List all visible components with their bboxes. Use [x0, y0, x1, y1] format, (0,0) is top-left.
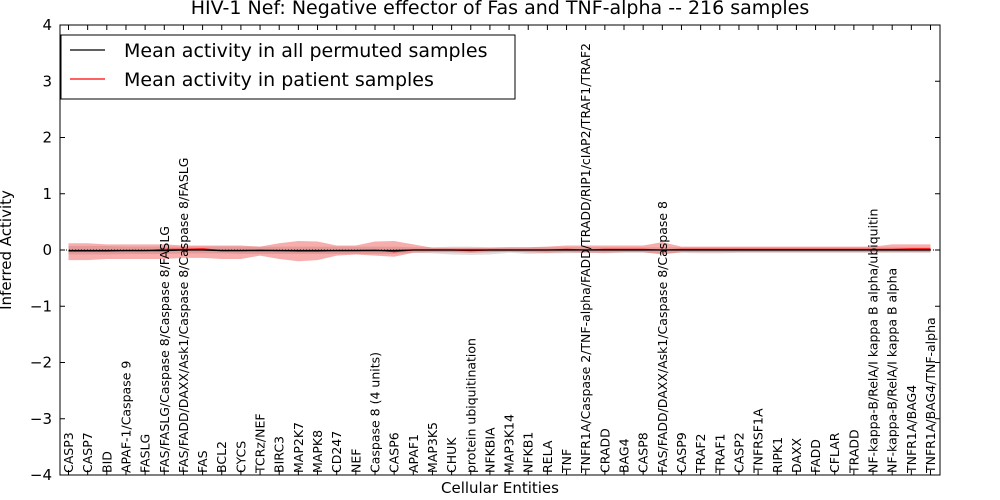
x-tick-label: TRAF2: [693, 433, 708, 474]
band-patient: [68, 241, 931, 262]
x-tick-label: NFKB1: [521, 432, 536, 473]
x-tick-label: FAS/FASLG/Caspase 8/Caspase 8/FASLG: [157, 226, 172, 473]
x-tick-label: NF-kappa-B/RelA/I kappa B alpha: [885, 268, 900, 473]
y-tick-label: −4: [30, 466, 52, 484]
x-tick-label: CASP8: [636, 432, 651, 473]
line-permuted: [68, 249, 931, 252]
x-tick-label: TNFR1A/BAG4/TNF-alpha: [923, 317, 938, 474]
x-tick-label: BAG4: [617, 438, 632, 473]
x-tick-label: CD247: [329, 431, 344, 473]
x-tick-label: TRADD: [846, 429, 861, 474]
x-tick-label: BCL2: [214, 441, 229, 473]
x-tick-label: CASP6: [387, 432, 402, 473]
x-tick-label: CASP9: [674, 432, 689, 473]
y-tick-label: −1: [30, 297, 52, 315]
x-tick-label: APAF1: [406, 434, 421, 473]
x-tick-label: MAP3K14: [502, 414, 517, 473]
x-tick-label: CYCS: [233, 441, 248, 473]
y-axis-label: Inferred Activity: [0, 190, 15, 310]
x-tick-label: CASP2: [731, 432, 746, 473]
x-tick-label: FAS/FADD/DAXX/Ask1/Caspase 8/Caspase 8/F…: [176, 158, 191, 473]
x-tick-label: TNFR1A/BAG4: [904, 385, 919, 474]
x-tick-label: Caspase 8 (4 units): [367, 352, 382, 473]
x-tick-label: DAXX: [789, 437, 804, 473]
x-tick-label: RIPK1: [770, 437, 785, 473]
legend-label-permuted: Mean activity in all permuted samples: [124, 40, 487, 62]
x-tick-label: MAP3K5: [425, 422, 440, 473]
x-tick-label: TCRz/NEF: [253, 413, 268, 474]
y-tick-label: 2: [42, 129, 52, 147]
legend-box: [60, 34, 516, 100]
chart-title: HIV-1 Nef: Negative effector of Fas and …: [191, 0, 810, 19]
x-tick-label: MAP2K7: [291, 422, 306, 473]
x-tick-label: FADD: [808, 439, 823, 473]
x-tick-label: RELA: [540, 440, 555, 473]
y-tick-label: 0: [42, 241, 52, 259]
x-tick-label: TNFR1A/Caspase 2/TNF-alpha/FADD/TRADD/RI…: [578, 43, 593, 474]
x-tick-label: NEF: [348, 449, 363, 473]
x-axis-ticks: [68, 25, 931, 475]
legend-label-patient: Mean activity in patient samples: [124, 69, 434, 91]
x-tick-label: APAF-1/Caspase 9: [118, 361, 133, 473]
x-tick-label: TRAF1: [712, 433, 727, 474]
y-tick-label: 1: [42, 185, 52, 203]
y-axis-ticks: −4 −3 −2 −1 0 1 2 3 4: [30, 16, 940, 484]
y-tick-label: 4: [42, 16, 52, 34]
y-tick-label: −3: [30, 410, 52, 428]
x-tick-labels: CASP3 CASP7 BID APAF-1/Caspase 9 FASLG FAS/FA…: [61, 43, 938, 474]
x-tick-label: protein ubiquitination: [463, 338, 478, 473]
x-tick-label: MAPK8: [310, 430, 325, 473]
x-tick-label: BIRC3: [272, 436, 287, 473]
series-lines: [68, 248, 931, 253]
x-tick-label: BID: [99, 451, 114, 473]
legend: Mean activity in all permuted samples Me…: [60, 34, 516, 100]
x-tick-label: CFLAR: [827, 432, 842, 473]
y-tick-label: 3: [42, 72, 52, 90]
x-tick-label: CHUK: [444, 437, 459, 473]
x-tick-label: NF-kappa-B/RelA/I kappa B alpha/ubiquiti…: [866, 209, 881, 473]
x-tick-label: CRADD: [597, 428, 612, 473]
x-tick-label: FAS: [195, 450, 210, 473]
x-tick-label: TNF: [559, 449, 574, 474]
x-tick-label: CASP3: [61, 432, 76, 473]
x-tick-label: FASLG: [138, 434, 153, 473]
x-tick-label: FAS/FADD/DAXX/Ask1/Caspase 8/Caspase 8: [655, 201, 670, 473]
x-tick-label: CASP7: [80, 432, 95, 473]
x-tick-label: TNFRSF1A: [751, 408, 766, 474]
x-axis-label: Cellular Entities: [441, 479, 559, 497]
y-tick-label: −2: [30, 354, 52, 372]
x-tick-label: NFKBIA: [482, 427, 497, 473]
